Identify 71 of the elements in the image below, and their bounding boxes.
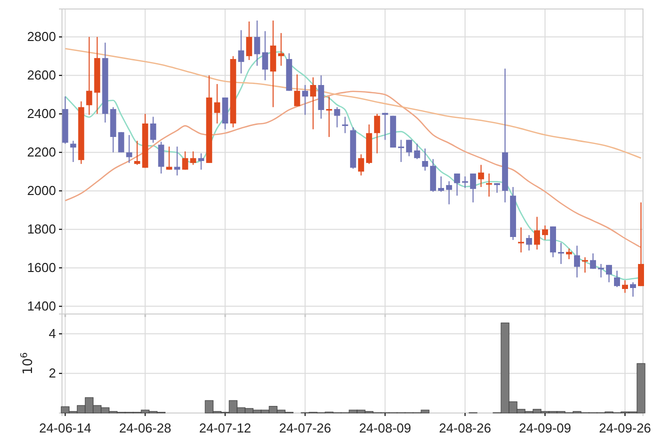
candlestick — [358, 154, 364, 176]
candlestick — [526, 234, 532, 251]
candlestick — [118, 132, 124, 153]
y-tick-label: 2400 — [27, 106, 56, 122]
y-tick-label: 1600 — [27, 260, 56, 275]
candlestick — [294, 74, 300, 107]
candlestick — [422, 148, 428, 172]
candlestick — [558, 242, 564, 264]
candlestick — [182, 150, 188, 170]
candlestick — [478, 164, 484, 188]
x-tick-label: 24-08-09 — [359, 420, 412, 436]
candlestick — [574, 245, 580, 278]
candlestick — [622, 280, 628, 294]
y-tick-label: 2200 — [27, 144, 56, 160]
line-series — [64, 90, 642, 248]
y-tick-label: 2000 — [27, 183, 56, 198]
candlestick — [638, 202, 644, 287]
x-tick-label: 24-07-12 — [199, 420, 252, 436]
candlestick — [246, 21, 252, 60]
candlestick — [262, 30, 268, 81]
x-tick-label: 24-08-26 — [439, 420, 492, 436]
y-tick-label: 2600 — [27, 68, 56, 83]
candlestick — [214, 84, 220, 124]
candlestick — [326, 96, 332, 138]
candlestick — [302, 84, 308, 116]
candlestick — [470, 173, 476, 203]
x-tick-label: 24-06-28 — [119, 420, 172, 436]
candlestick — [630, 282, 636, 298]
candlestick — [494, 182, 500, 194]
candlestick — [582, 256, 588, 274]
candlestick — [382, 112, 388, 140]
y-tick-label: 1400 — [27, 298, 56, 314]
candlestick — [598, 263, 604, 278]
candlestick — [606, 264, 612, 283]
candlestick — [150, 116, 156, 144]
candlestick — [86, 36, 92, 116]
candlestick — [614, 270, 620, 288]
y-tick-label: 1800 — [27, 221, 56, 236]
line-series — [64, 48, 642, 159]
y-tick-label: 2 — [48, 366, 56, 381]
candlestick — [454, 173, 460, 196]
candlestick — [254, 20, 260, 66]
candlestick — [134, 140, 140, 166]
candlestick — [414, 143, 420, 160]
candlestick — [126, 134, 132, 164]
y-tick-label: 4 — [48, 326, 56, 341]
candlestick — [334, 106, 340, 128]
candlestick — [438, 176, 444, 192]
candlestick — [398, 139, 404, 162]
candlestick — [238, 30, 244, 74]
candlestick — [534, 216, 540, 250]
candlestick — [462, 176, 468, 188]
candlestick — [374, 113, 380, 154]
candlestick — [446, 180, 452, 205]
candlestick — [158, 141, 164, 174]
candlestick — [566, 248, 572, 260]
candlestick — [342, 116, 348, 134]
candlestick — [406, 139, 412, 157]
candlestick — [70, 140, 76, 162]
x-tick-label: 24-09-26 — [598, 420, 652, 436]
candlestick — [486, 173, 492, 198]
candlestick — [190, 150, 196, 166]
candlestick — [542, 224, 548, 240]
y-tick-label: 2800 — [27, 29, 56, 44]
candlestick — [198, 152, 204, 170]
x-tick-label: 24-09-09 — [519, 420, 572, 436]
x-tick-label: 24-06-14 — [39, 420, 92, 436]
candlestick — [518, 226, 524, 253]
candlestick — [310, 76, 316, 130]
x-tick-label: 24-07-26 — [279, 420, 332, 436]
candlestick — [590, 252, 596, 270]
